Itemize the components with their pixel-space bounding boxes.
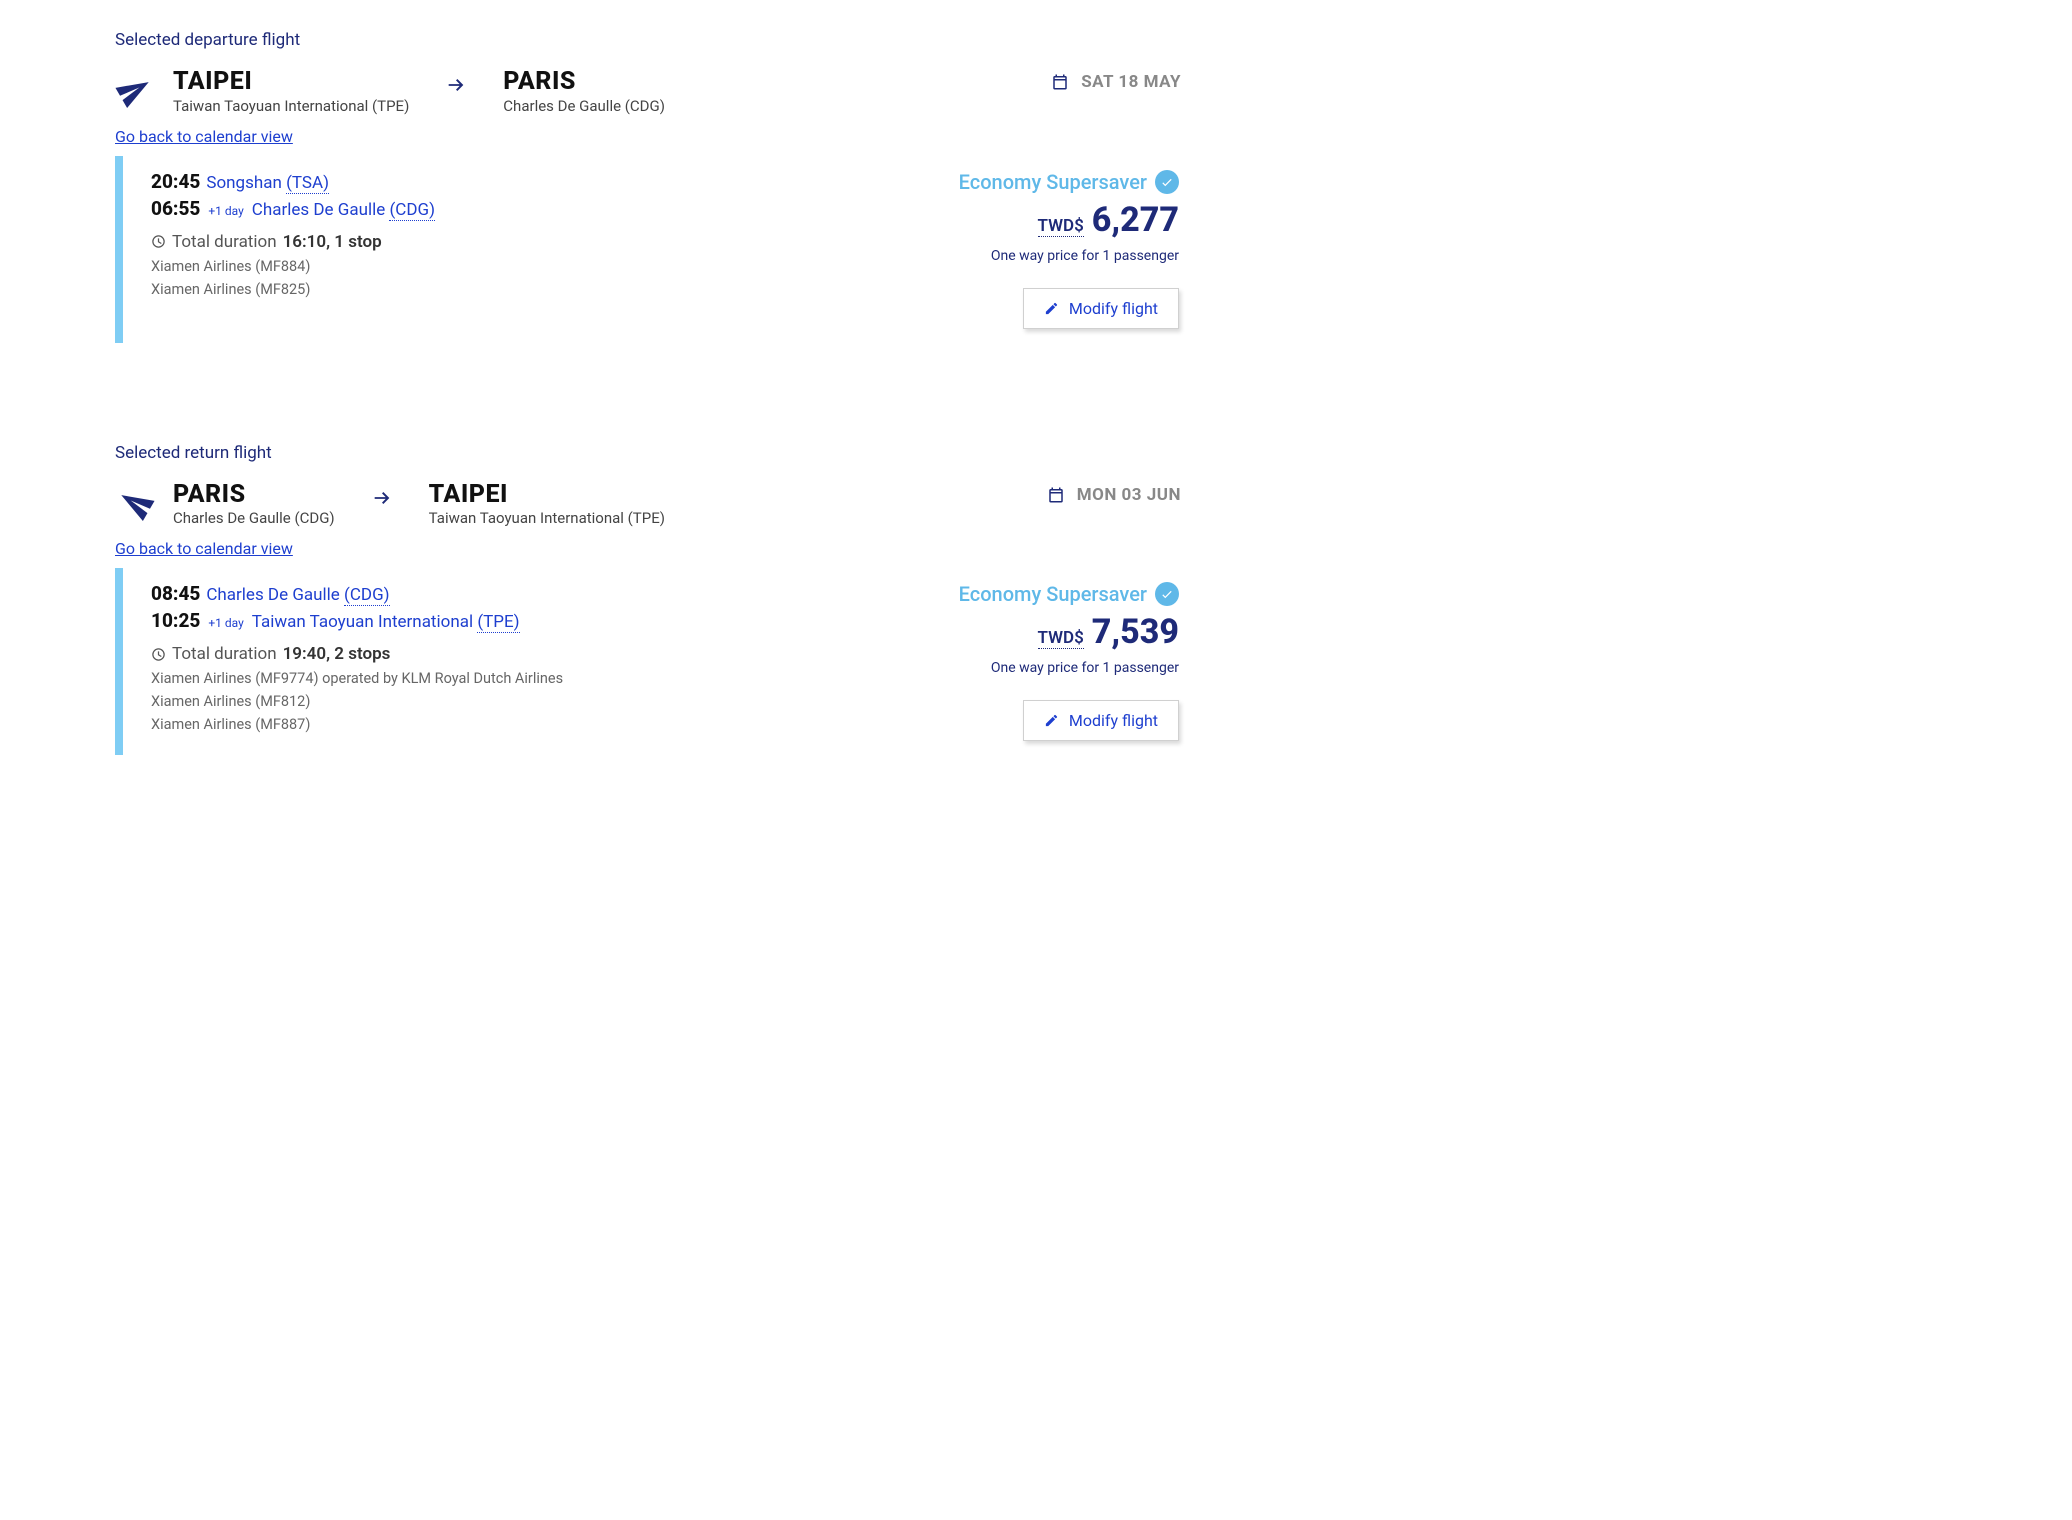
duration-label: Total duration — [172, 232, 277, 252]
calendar-icon — [1047, 486, 1065, 504]
arr-airport-inline: Charles De Gaulle (CDG) — [252, 200, 435, 220]
flight-price-col: Economy Supersaver TWD$ 6,277 One way pr… — [959, 170, 1181, 329]
return-section-title: Selected return flight — [115, 443, 1181, 463]
flight-price-col: Economy Supersaver TWD$ 7,539 One way pr… — [959, 582, 1181, 741]
modify-flight-button[interactable]: Modify flight — [1023, 700, 1179, 741]
edit-icon — [1044, 713, 1059, 728]
from-city: TAIPEI — [173, 68, 409, 96]
dep-airport-inline: Charles De Gaulle (CDG) — [206, 585, 389, 605]
duration-value: 16:10, 1 stop — [283, 232, 382, 252]
price-note: One way price for 1 passenger — [991, 248, 1179, 264]
arr-airport-code: (TPE) — [477, 612, 519, 633]
check-badge-icon — [1155, 170, 1179, 194]
timer-icon — [151, 647, 166, 662]
departure-route-header: TAIPEI Taiwan Taoyuan International (TPE… — [115, 68, 1181, 115]
from-city-block: PARIS Charles De Gaulle (CDG) — [173, 481, 335, 528]
to-city: TAIPEI — [429, 481, 665, 509]
from-airport: Taiwan Taoyuan International (TPE) — [173, 97, 409, 115]
airline-line: Xiamen Airlines (MF9774) operated by KLM… — [151, 670, 563, 687]
arr-offset: +1 day — [208, 204, 243, 218]
to-city: PARIS — [503, 68, 665, 96]
dep-time: 20:45 — [151, 170, 200, 193]
duration-row: Total duration 16:10, 1 stop — [151, 232, 435, 252]
duration-row: Total duration 19:40, 2 stops — [151, 644, 563, 664]
price-value: 7,539 — [1092, 612, 1179, 652]
plane-return-icon — [115, 483, 155, 523]
fare-class: Economy Supersaver — [959, 582, 1147, 606]
dep-time-row: 20:45 Songshan (TSA) — [151, 170, 435, 193]
flight-details: 20:45 Songshan (TSA) 06:55 +1 day Charle… — [151, 170, 435, 298]
modify-label: Modify flight — [1069, 299, 1158, 318]
plane-depart-icon — [115, 70, 155, 110]
departure-section-title: Selected departure flight — [115, 30, 1181, 50]
to-airport: Charles De Gaulle (CDG) — [503, 97, 665, 115]
return-flight-card: 08:45 Charles De Gaulle (CDG) 10:25 +1 d… — [115, 568, 1181, 755]
departure-flight-card: 20:45 Songshan (TSA) 06:55 +1 day Charle… — [115, 156, 1181, 343]
currency: TWD$ — [1038, 628, 1084, 649]
dep-airport-code: (CDG) — [344, 585, 390, 606]
arr-airport-code: (CDG) — [389, 200, 435, 221]
price-value: 6,277 — [1092, 200, 1179, 240]
to-city-block: PARIS Charles De Gaulle (CDG) — [503, 68, 665, 115]
dep-airport-code: (TSA) — [286, 173, 329, 194]
arr-time: 06:55 — [151, 197, 200, 220]
from-city: PARIS — [173, 481, 335, 509]
arr-time: 10:25 — [151, 609, 200, 632]
price-row: TWD$ 6,277 — [1038, 200, 1180, 240]
edit-icon — [1044, 301, 1059, 316]
airline-line: Xiamen Airlines (MF887) — [151, 716, 563, 733]
route-left: TAIPEI Taiwan Taoyuan International (TPE… — [115, 68, 665, 115]
return-route-header: PARIS Charles De Gaulle (CDG) TAIPEI Tai… — [115, 481, 1181, 528]
airline-line: Xiamen Airlines (MF812) — [151, 693, 563, 710]
fare-row: Economy Supersaver — [959, 170, 1179, 194]
duration-label: Total duration — [172, 644, 277, 664]
arr-airport-inline: Taiwan Taoyuan International (TPE) — [252, 612, 520, 632]
route-right: SAT 18 MAY — [1051, 72, 1181, 92]
price-note: One way price for 1 passenger — [991, 660, 1179, 676]
dep-airport-inline: Songshan (TSA) — [206, 173, 329, 193]
timer-icon — [151, 234, 166, 249]
from-airport: Charles De Gaulle (CDG) — [173, 509, 335, 527]
arr-time-row: 06:55 +1 day Charles De Gaulle (CDG) — [151, 197, 435, 220]
dep-time: 08:45 — [151, 582, 200, 605]
modify-label: Modify flight — [1069, 711, 1158, 730]
duration-value: 19:40, 2 stops — [283, 644, 391, 664]
from-city-block: TAIPEI Taiwan Taoyuan International (TPE… — [173, 68, 409, 115]
calendar-icon — [1051, 73, 1069, 91]
route-left: PARIS Charles De Gaulle (CDG) TAIPEI Tai… — [115, 481, 665, 528]
check-badge-icon — [1155, 582, 1179, 606]
return-date: MON 03 JUN — [1077, 485, 1181, 505]
departure-date: SAT 18 MAY — [1081, 72, 1181, 92]
arr-offset: +1 day — [208, 616, 243, 630]
calendar-view-link[interactable]: Go back to calendar view — [115, 539, 293, 558]
price-row: TWD$ 7,539 — [1038, 612, 1180, 652]
dep-time-row: 08:45 Charles De Gaulle (CDG) — [151, 582, 563, 605]
fare-class: Economy Supersaver — [959, 170, 1147, 194]
arr-time-row: 10:25 +1 day Taiwan Taoyuan Internationa… — [151, 609, 563, 632]
route-right: MON 03 JUN — [1047, 485, 1181, 505]
flight-details: 08:45 Charles De Gaulle (CDG) 10:25 +1 d… — [151, 582, 563, 733]
calendar-view-link[interactable]: Go back to calendar view — [115, 127, 293, 146]
currency: TWD$ — [1038, 216, 1084, 237]
arrow-right-icon — [445, 74, 467, 96]
modify-flight-button[interactable]: Modify flight — [1023, 288, 1179, 329]
fare-row: Economy Supersaver — [959, 582, 1179, 606]
airline-line: Xiamen Airlines (MF884) — [151, 258, 435, 275]
to-airport: Taiwan Taoyuan International (TPE) — [429, 509, 665, 527]
arrow-right-icon — [371, 487, 393, 509]
airline-line: Xiamen Airlines (MF825) — [151, 281, 435, 298]
to-city-block: TAIPEI Taiwan Taoyuan International (TPE… — [429, 481, 665, 528]
